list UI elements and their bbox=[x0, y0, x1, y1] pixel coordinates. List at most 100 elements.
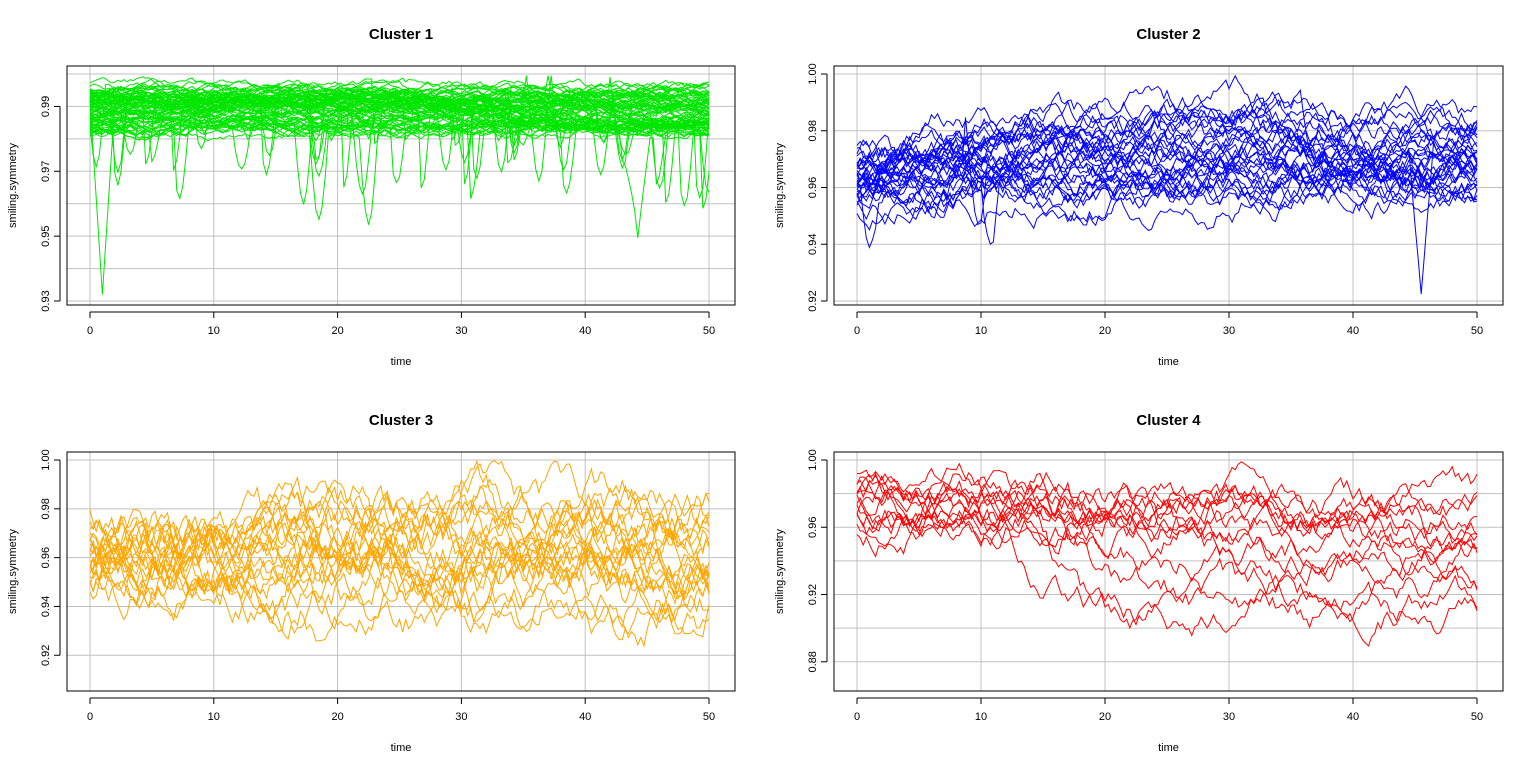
y-tick-label: 0.96 bbox=[807, 517, 819, 538]
x-tick-label: 0 bbox=[87, 711, 93, 723]
series-line bbox=[89, 83, 710, 209]
series-line bbox=[89, 77, 710, 128]
x-tick-label: 30 bbox=[1223, 711, 1235, 723]
series-line bbox=[89, 479, 710, 569]
x-tick-label: 40 bbox=[579, 325, 591, 337]
chart-title: Cluster 3 bbox=[369, 412, 433, 429]
series-line bbox=[89, 84, 710, 175]
y-tick-label: 0.97 bbox=[40, 161, 52, 182]
series-line bbox=[856, 141, 1478, 195]
plot-frame bbox=[833, 451, 1504, 692]
series-line bbox=[89, 490, 710, 571]
x-tick-label: 0 bbox=[854, 711, 860, 723]
y-tick-label: 1.00 bbox=[40, 449, 52, 470]
chart-panel-2: 0 10 20 30 40 50 0.92 0.94 0.96 0.98 1.00 Cluster 2… bbox=[774, 26, 1504, 368]
series-group bbox=[89, 459, 710, 648]
series-line bbox=[856, 122, 1478, 294]
x-tick-label: 30 bbox=[455, 711, 467, 723]
chart-panel-3: 0 10 20 30 40 50 0.92 0.94 0.96 0.98 1.00 Cluster 3… bbox=[7, 412, 736, 754]
series-line bbox=[856, 74, 1478, 189]
y-tick-label: 0.92 bbox=[40, 645, 52, 666]
x-tick-label: 10 bbox=[975, 711, 987, 723]
series-line bbox=[856, 146, 1478, 220]
y-axis-label: smiling.symmetry bbox=[774, 143, 786, 228]
x-tick-label: 10 bbox=[975, 325, 987, 337]
series-line bbox=[89, 114, 710, 203]
series-line bbox=[89, 92, 710, 113]
y-axis-label: smiling.symmetry bbox=[7, 143, 19, 228]
series-line bbox=[89, 517, 710, 601]
chart-title: Cluster 2 bbox=[1136, 26, 1200, 43]
series-line bbox=[856, 156, 1478, 214]
series-line bbox=[89, 532, 710, 635]
y-tick-label: 0.98 bbox=[807, 120, 819, 141]
x-axis-label: time bbox=[1158, 742, 1179, 754]
series-line bbox=[856, 476, 1478, 589]
chart-panel-4: 0 10 20 30 40 50 0.88 0.92 0.96 1.00 Cluster 4 time… bbox=[774, 412, 1504, 754]
x-tick-label: 20 bbox=[1099, 711, 1111, 723]
series-line bbox=[856, 126, 1478, 197]
x-tick-label: 10 bbox=[208, 711, 220, 723]
y-tick-label: 0.96 bbox=[807, 177, 819, 198]
x-axis-label: time bbox=[1158, 356, 1179, 368]
series-line bbox=[89, 459, 710, 597]
x-tick-label: 20 bbox=[331, 325, 343, 337]
series-line bbox=[856, 145, 1478, 203]
x-tick-label: 40 bbox=[579, 711, 591, 723]
y-tick-label: 0.92 bbox=[807, 584, 819, 605]
series-line bbox=[89, 513, 710, 590]
y-tick-label: 0.95 bbox=[40, 225, 52, 246]
x-tick-label: 50 bbox=[703, 711, 715, 723]
series-line bbox=[856, 124, 1478, 199]
x-tick-label: 40 bbox=[1347, 711, 1359, 723]
series-line bbox=[856, 488, 1478, 623]
plot-frame bbox=[66, 451, 736, 692]
y-tick-label: 0.92 bbox=[807, 290, 819, 311]
x-tick-label: 30 bbox=[455, 325, 467, 337]
series-group bbox=[89, 75, 710, 295]
y-tick-label: 0.93 bbox=[40, 290, 52, 311]
chart-title: Cluster 4 bbox=[1136, 412, 1201, 429]
y-tick-label: 0.96 bbox=[40, 547, 52, 568]
plot-frame bbox=[833, 65, 1504, 306]
series-line bbox=[89, 499, 710, 642]
x-axis-label: time bbox=[391, 356, 412, 368]
series-line bbox=[856, 146, 1478, 205]
series-line bbox=[856, 484, 1478, 550]
series-line bbox=[856, 469, 1478, 526]
series-line bbox=[856, 150, 1478, 246]
series-line bbox=[856, 119, 1478, 175]
series-line bbox=[857, 469, 1478, 591]
series-line bbox=[89, 103, 710, 137]
y-tick-label: 0.99 bbox=[40, 96, 52, 117]
series-line bbox=[89, 85, 710, 114]
series-line bbox=[856, 98, 1478, 198]
series-line bbox=[89, 487, 710, 640]
series-line bbox=[89, 107, 710, 133]
x-tick-label: 20 bbox=[331, 711, 343, 723]
x-axis-label: time bbox=[391, 742, 412, 754]
series-line bbox=[89, 475, 710, 597]
y-axis-label: smiling.symmetry bbox=[774, 529, 786, 614]
plot-frame bbox=[66, 65, 736, 306]
series-line bbox=[856, 123, 1478, 193]
series-group bbox=[856, 461, 1478, 647]
x-tick-label: 50 bbox=[703, 325, 715, 337]
series-line bbox=[89, 487, 710, 587]
y-tick-label: 0.94 bbox=[807, 234, 819, 255]
y-tick-label: 1.00 bbox=[807, 63, 819, 84]
x-tick-label: 0 bbox=[854, 325, 860, 337]
x-tick-label: 20 bbox=[1099, 325, 1111, 337]
x-tick-label: 40 bbox=[1347, 325, 1359, 337]
y-axis-label: smiling.symmetry bbox=[7, 529, 19, 614]
chart-title: Cluster 1 bbox=[369, 26, 433, 43]
series-group bbox=[856, 74, 1478, 294]
series-line bbox=[89, 460, 710, 635]
series-line bbox=[856, 461, 1478, 564]
series-line bbox=[89, 519, 710, 601]
y-tick-label: 0.94 bbox=[40, 596, 52, 617]
series-line bbox=[89, 508, 710, 624]
x-tick-label: 50 bbox=[1471, 711, 1483, 723]
chart-panel-1: 0 10 20 30 40 50 0.93 0.95 0.97 0.99 Cluster 1 time… bbox=[7, 26, 736, 368]
